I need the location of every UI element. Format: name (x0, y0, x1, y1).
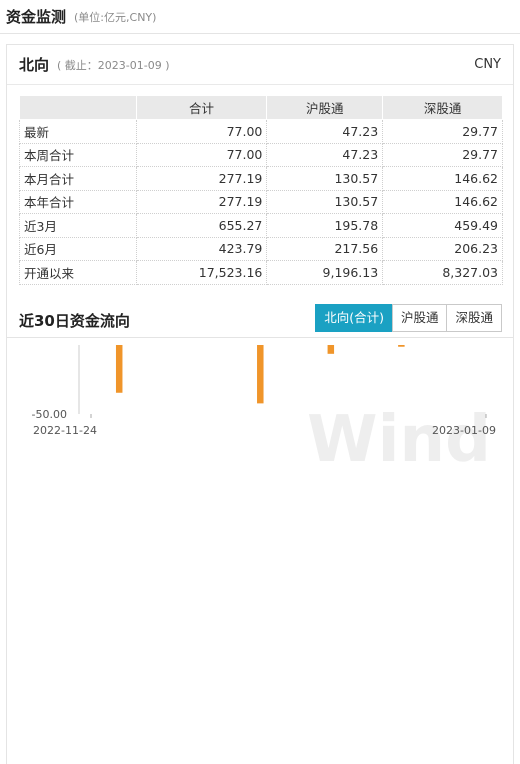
x-start-label: 2022-11-24 (33, 424, 97, 437)
table-header-blank (19, 95, 137, 120)
row-label: 开通以来 (19, 260, 137, 285)
cell-sh: 195.78 (266, 213, 384, 238)
cell-sh: 47.23 (266, 119, 384, 144)
cell-sz: 8,327.03 (382, 260, 503, 285)
row-label: 近6月 (19, 236, 137, 261)
table-header-row: 合计 沪股通 深股通 (19, 95, 503, 120)
tab-northbound-total[interactable]: 北向(合计) (315, 304, 393, 332)
cell-total: 423.79 (135, 236, 268, 261)
cell-sz: 146.62 (382, 166, 503, 191)
top-bar: 资金监测 (单位:亿元,CNY) (0, 0, 520, 34)
flow-bar[interactable] (257, 345, 264, 404)
tab-shanghai-connect[interactable]: 沪股通 (391, 304, 448, 332)
cell-total: 277.19 (135, 166, 268, 191)
row-label: 本月合计 (19, 166, 137, 191)
cell-total: 17,523.16 (135, 260, 268, 285)
cell-sh: 130.57 (266, 189, 384, 214)
flow-bar[interactable] (327, 345, 335, 354)
as-of-date: ( 截止：2023-01-09 ) (57, 58, 170, 72)
cell-sz: 459.49 (382, 213, 503, 238)
cell-total: 655.27 (135, 213, 268, 238)
cell-sz: 206.23 (382, 236, 503, 261)
cell-sz: 29.77 (382, 119, 503, 144)
cell-total: 77.00 (135, 142, 268, 167)
row-label: 本周合计 (19, 142, 137, 167)
table-row: 最新 77.00 47.23 29.77 (19, 119, 503, 144)
unit-label: (单位:亿元,CNY) (74, 10, 157, 24)
x-end-label: 2023-01-09 (432, 424, 496, 437)
row-label: 最新 (19, 119, 137, 144)
cell-sh: 217.56 (266, 236, 384, 261)
row-label: 本年合计 (19, 189, 137, 214)
y-tick-label: -50.00 (32, 408, 67, 421)
table-header-sz: 深股通 (382, 95, 503, 120)
flow-bar-chart: Wind150.00100.0050.000.00-50.002022-11-2… (32, 345, 496, 477)
cell-total: 77.00 (135, 119, 268, 144)
table-row: 本周合计 77.00 47.23 29.77 (19, 142, 503, 167)
cell-total: 277.19 (135, 189, 268, 214)
table-row: 本年合计 277.19 130.57 146.62 (19, 189, 503, 214)
flow-section-title: 近30日资金流向 (19, 312, 130, 330)
cell-sh: 130.57 (266, 166, 384, 191)
panel-title: 北向 (19, 56, 50, 74)
panel-header: 北向 ( 截止：2023-01-09 ) CNY (7, 45, 513, 85)
section-divider (7, 337, 513, 338)
currency-label: CNY (474, 57, 501, 72)
flow-bar[interactable] (398, 345, 405, 347)
table-row: 近3月 655.27 195.78 459.49 (19, 213, 503, 238)
page-title: 资金监测 (6, 8, 67, 26)
table-header-sh: 沪股通 (266, 95, 384, 120)
cell-sz: 146.62 (382, 189, 503, 214)
flow-tabs: 北向(合计) 沪股通 深股通 (315, 304, 502, 332)
table-row: 本月合计 277.19 130.57 146.62 (19, 166, 503, 191)
table-row: 开通以来 17,523.16 9,196.13 8,327.03 (19, 260, 503, 285)
table-row: 近6月 423.79 217.56 206.23 (19, 236, 503, 261)
tab-shenzhen-connect[interactable]: 深股通 (446, 304, 502, 332)
cell-sz: 29.77 (382, 142, 503, 167)
northbound-panel: 北向 ( 截止：2023-01-09 ) CNY 合计 沪股通 深股通 最新 77… (6, 44, 514, 764)
cell-sh: 9,196.13 (266, 260, 384, 285)
row-label: 近3月 (19, 213, 137, 238)
flow-bar[interactable] (115, 345, 123, 393)
watermark-logo: Wind (307, 403, 491, 477)
cell-sh: 47.23 (266, 142, 384, 167)
summary-table: 合计 沪股通 深股通 最新 77.00 47.23 29.77 本周合计 77.00 47.… (19, 95, 503, 285)
table-header-total: 合计 (135, 95, 268, 120)
